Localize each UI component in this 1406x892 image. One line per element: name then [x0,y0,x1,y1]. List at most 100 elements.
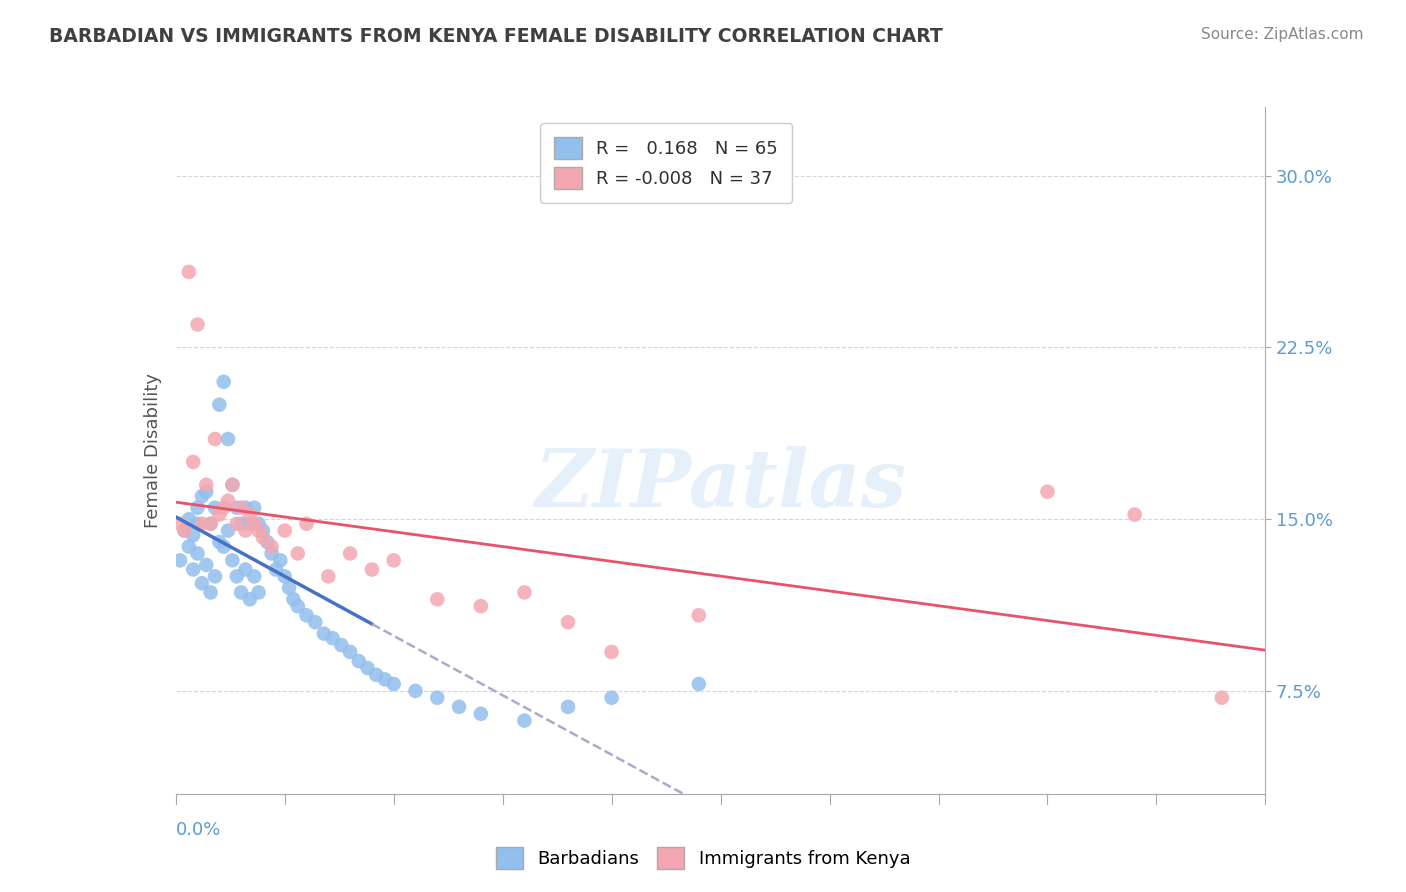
Point [169,516,191,531]
Point [212,375,235,389]
Point [186,500,209,515]
Point [221,553,243,567]
Point [513,585,536,599]
Legend: R =   0.168   N = 65, R = -0.008   N = 37: R = 0.168 N = 65, R = -0.008 N = 37 [540,123,792,203]
Point [221,478,243,492]
Point [243,500,266,515]
Point [235,562,257,576]
Point [225,516,247,531]
Point [243,516,266,531]
Point [1036,484,1059,499]
Point [247,516,270,531]
Point [600,690,623,705]
Point [557,699,579,714]
Point [447,699,470,714]
Point [360,562,382,576]
Point [177,512,200,526]
Point [426,592,449,607]
Point [557,615,579,630]
Point [339,546,361,561]
Point [195,484,218,499]
Point [186,516,209,531]
Point [177,265,200,279]
Point [191,489,214,503]
Point [239,592,262,607]
Point [330,638,353,652]
Point [204,500,226,515]
Point [247,524,270,538]
Point [200,585,222,599]
Point [688,608,710,623]
Point [231,516,253,531]
Point [1211,690,1233,705]
Point [374,673,396,687]
Point [217,432,239,446]
Point [256,535,278,549]
Point [217,493,239,508]
Point [208,535,231,549]
Point [225,569,247,583]
Point [204,432,226,446]
Point [208,398,231,412]
Point [366,668,388,682]
Point [347,654,370,668]
Text: Source: ZipAtlas.com: Source: ZipAtlas.com [1201,27,1364,42]
Point [225,500,247,515]
Point [600,645,623,659]
Point [260,540,283,554]
Point [278,581,301,595]
Point [195,478,218,492]
Point [169,553,191,567]
Point [295,608,318,623]
Point [356,661,378,675]
Point [231,500,253,515]
Point [239,508,262,522]
Point [231,585,253,599]
Point [287,546,309,561]
Point [200,516,222,531]
Point [513,714,536,728]
Legend: Barbadians, Immigrants from Kenya: Barbadians, Immigrants from Kenya [486,838,920,879]
Point [177,540,200,554]
Point [173,524,195,538]
Point [283,592,305,607]
Point [221,478,243,492]
Point [191,576,214,591]
Point [426,690,449,705]
Point [274,569,297,583]
Point [191,516,214,531]
Point [217,524,239,538]
Point [181,562,204,576]
Text: BARBADIAN VS IMMIGRANTS FROM KENYA FEMALE DISABILITY CORRELATION CHART: BARBADIAN VS IMMIGRANTS FROM KENYA FEMAL… [49,27,943,45]
Point [247,585,270,599]
Point [208,508,231,522]
Point [264,562,287,576]
Point [173,524,195,538]
Point [274,524,297,538]
Point [312,626,335,640]
Point [287,599,309,614]
Y-axis label: Female Disability: Female Disability [143,373,162,528]
Point [243,569,266,583]
Point [269,553,291,567]
Point [252,531,274,545]
Point [204,569,226,583]
Point [405,683,427,698]
Point [186,546,209,561]
Point [181,455,204,469]
Point [322,631,344,645]
Point [470,706,492,721]
Point [235,500,257,515]
Point [212,500,235,515]
Point [318,569,340,583]
Point [382,553,405,567]
Point [212,540,235,554]
Point [304,615,326,630]
Point [260,546,283,561]
Point [470,599,492,614]
Text: ZIPatlas: ZIPatlas [534,446,907,524]
Text: 0.0%: 0.0% [176,822,221,839]
Point [195,558,218,572]
Point [235,524,257,538]
Point [382,677,405,691]
